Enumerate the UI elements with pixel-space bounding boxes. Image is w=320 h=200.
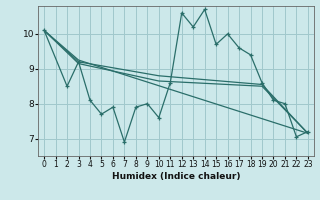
X-axis label: Humidex (Indice chaleur): Humidex (Indice chaleur) [112, 172, 240, 181]
